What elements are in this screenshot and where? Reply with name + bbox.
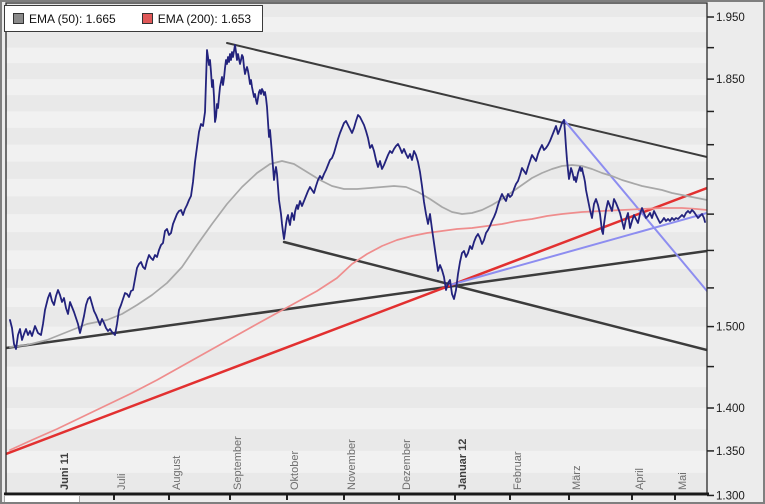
background-band: [6, 408, 707, 430]
legend-item-ema200: EMA (200): 1.653: [141, 11, 252, 26]
background-band: [6, 346, 707, 367]
price-line: [9, 44, 706, 350]
month-label: November: [346, 439, 358, 490]
ema50-swatch-icon: [13, 13, 24, 24]
red-ascending-trend: [6, 186, 707, 456]
month-label: Juli: [116, 473, 128, 490]
background-band: [6, 161, 707, 179]
background-band: [6, 95, 707, 112]
background-band: [6, 307, 707, 327]
background-band: [6, 144, 707, 162]
background-band: [6, 287, 707, 308]
background-band: [6, 429, 707, 451]
y-axis-label: 1.350: [716, 446, 745, 458]
legend-item-ema50: EMA (50): 1.665: [13, 12, 116, 26]
background-band: [6, 47, 707, 64]
month-label: September: [232, 436, 244, 490]
background-band: [6, 32, 707, 48]
month-label: Januar 12: [457, 439, 469, 490]
y-axis-label: 1.300: [716, 490, 745, 502]
month-label: März: [571, 466, 583, 490]
y-axis-label: 1.500: [716, 322, 745, 334]
background-band: [6, 269, 707, 288]
background-band: [6, 366, 707, 388]
background-band: [6, 472, 707, 494]
black-ascending-support: [6, 249, 707, 350]
ema200-label: EMA (200): 1.653: [157, 11, 252, 26]
black-descending-from-oct-low: [282, 240, 707, 352]
legend: EMA (50): 1.665 EMA (200): 1.653: [4, 5, 263, 32]
ema200-swatch-icon: [141, 13, 153, 24]
background-band: [6, 178, 707, 197]
month-label: Dezember: [401, 439, 413, 490]
background-band: [6, 326, 707, 347]
y-axis-label: 1.950: [716, 12, 745, 24]
background-band: [6, 79, 707, 96]
purple-descending-from-feb-high: [563, 119, 707, 292]
purple-ascending-from-dec-low: [449, 212, 707, 286]
background-band: [6, 232, 707, 251]
bottom-left-panel: [4, 495, 80, 502]
month-label: August: [171, 456, 183, 490]
month-label: Mai: [677, 472, 689, 490]
y-axis-label: 1.850: [716, 74, 745, 86]
month-label: Februar: [512, 451, 524, 490]
month-label: April: [634, 468, 646, 490]
background-band: [6, 387, 707, 409]
month-label: Oktober: [289, 451, 301, 490]
ema50-label: EMA (50): 1.665: [29, 11, 116, 26]
background-band: [6, 450, 707, 473]
month-label: Juni 11: [59, 453, 71, 490]
black-descending-from-sept-high: [226, 42, 707, 158]
plot-area: [6, 3, 707, 494]
background-band: [6, 127, 707, 145]
y-axis-label: 1.400: [716, 403, 745, 415]
background-band: [6, 63, 707, 80]
